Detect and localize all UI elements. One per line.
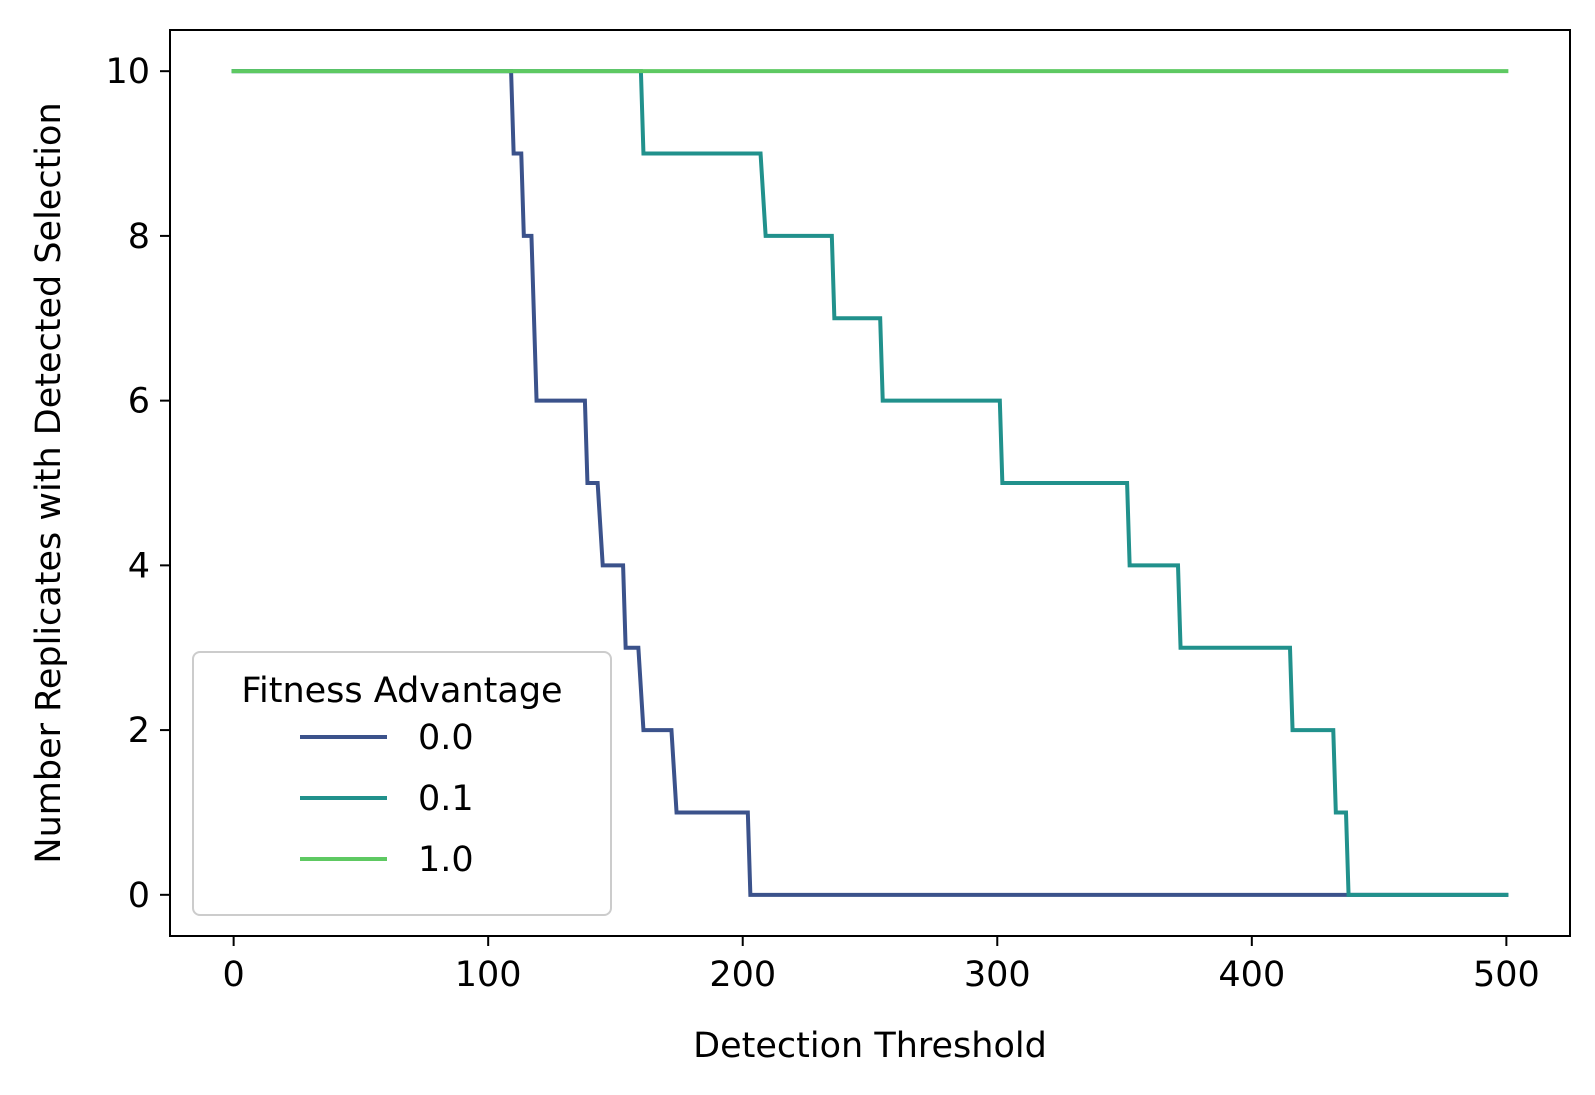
x-tick-label: 0 (222, 955, 244, 995)
series-line-0-1 (231, 69, 1509, 897)
legend-label: 1.0 (418, 840, 474, 880)
x-tick-label: 100 (455, 955, 522, 995)
x-tick-label: 200 (709, 955, 776, 995)
x-tick-label: 500 (1473, 955, 1540, 995)
y-tick-label: 0 (128, 876, 150, 916)
y-axis-title: Number Replicates with Detected Selectio… (29, 102, 69, 863)
y-tick-label: 10 (105, 52, 150, 92)
y-tick-label: 2 (128, 711, 150, 751)
legend-entries: 0.0 0.1 1.0 (300, 718, 474, 880)
y-tick-label: 8 (128, 217, 150, 257)
legend-title: Fitness Advantage (241, 671, 562, 711)
x-axis-title: Detection Threshold (693, 1026, 1047, 1066)
legend-box (192, 651, 612, 916)
x-tick-label: 400 (1218, 955, 1285, 995)
y-axis: 0 2 4 6 8 10 (105, 52, 170, 916)
legend: Fitness Advantage 0.0 0.1 1.0 (192, 651, 612, 916)
series-layer (231, 69, 1509, 897)
y-tick-label: 6 (128, 382, 150, 422)
x-tick-label: 300 (964, 955, 1031, 995)
y-tick-label: 4 (128, 546, 150, 586)
x-axis: 0 100 200 300 400 500 (222, 936, 1540, 995)
legend-label: 0.0 (418, 718, 474, 758)
legend-label: 0.1 (418, 779, 474, 819)
axes-frame (169, 29, 1571, 937)
series-line-0-0 (231, 69, 1509, 897)
